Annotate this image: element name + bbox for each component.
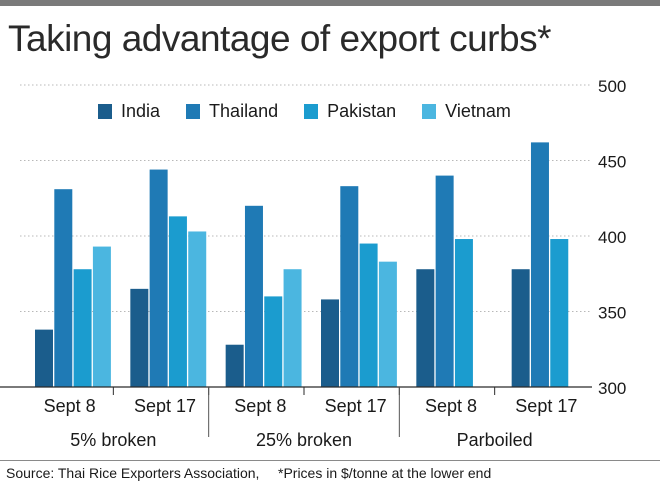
bar-india	[416, 269, 435, 387]
bar-vietnam	[188, 231, 207, 387]
bar-pakistan	[264, 296, 283, 387]
chart-title: Taking advantage of export curbs*	[8, 18, 551, 59]
legend-swatch-pakistan	[304, 103, 319, 119]
x-tick-label: Sept 17	[134, 396, 196, 416]
bar-india	[35, 329, 53, 387]
x-tick-label: Sept 17	[515, 396, 577, 416]
footnote-text: *Prices in $/tonne at the lower end	[278, 465, 492, 481]
bar-india	[130, 288, 149, 387]
legend-item-thailand: Thailand	[186, 101, 278, 122]
bar-india	[511, 269, 530, 387]
legend-label-vietnam: Vietnam	[445, 100, 511, 121]
legend-swatch-vietnam	[422, 103, 437, 119]
bar-india	[225, 344, 244, 387]
x-tick-label: Sept 8	[44, 396, 96, 416]
y-tick-label: 350	[598, 304, 626, 323]
bar-vietnam	[378, 261, 397, 387]
bar-vietnam	[283, 269, 302, 387]
bar-thailand	[54, 189, 73, 387]
bar-pakistan	[73, 269, 92, 387]
source-rule	[0, 460, 660, 461]
bar-thailand	[244, 205, 263, 387]
bar-thailand	[530, 142, 549, 387]
y-tick-label: 400	[598, 228, 626, 247]
group-label: Parboiled	[457, 430, 533, 450]
legend-item-india: India	[98, 101, 160, 122]
bar-pakistan	[359, 243, 378, 387]
x-tick-label: Sept 8	[234, 396, 286, 416]
legend: India Thailand Pakistan Vietnam	[98, 100, 537, 122]
legend-item-vietnam: Vietnam	[422, 101, 511, 122]
group-label: 25% broken	[256, 430, 352, 450]
bar-thailand	[340, 186, 359, 387]
bar-thailand	[149, 169, 168, 387]
source-text: Source: Thai Rice Exporters Association,	[6, 465, 260, 481]
bar-pakistan	[550, 239, 569, 387]
y-tick-label: 450	[598, 153, 626, 172]
x-tick-label: Sept 8	[425, 396, 477, 416]
legend-swatch-thailand	[186, 103, 201, 119]
legend-swatch-india	[98, 103, 112, 119]
bar-vietnam	[92, 246, 111, 387]
group-label: 5% broken	[70, 430, 156, 450]
bar-pakistan	[454, 239, 473, 387]
bar-india	[321, 299, 339, 387]
legend-label-thailand: Thailand	[209, 100, 279, 121]
bar-pakistan	[168, 216, 187, 387]
bar-thailand	[435, 175, 454, 387]
x-tick-label: Sept 17	[325, 396, 387, 416]
legend-label-pakistan: Pakistan	[327, 100, 397, 121]
top-rule	[0, 0, 660, 6]
y-tick-label: 300	[598, 379, 626, 398]
legend-item-pakistan: Pakistan	[304, 101, 396, 122]
y-tick-label: 500	[598, 77, 626, 96]
legend-label-india: India	[121, 100, 161, 121]
